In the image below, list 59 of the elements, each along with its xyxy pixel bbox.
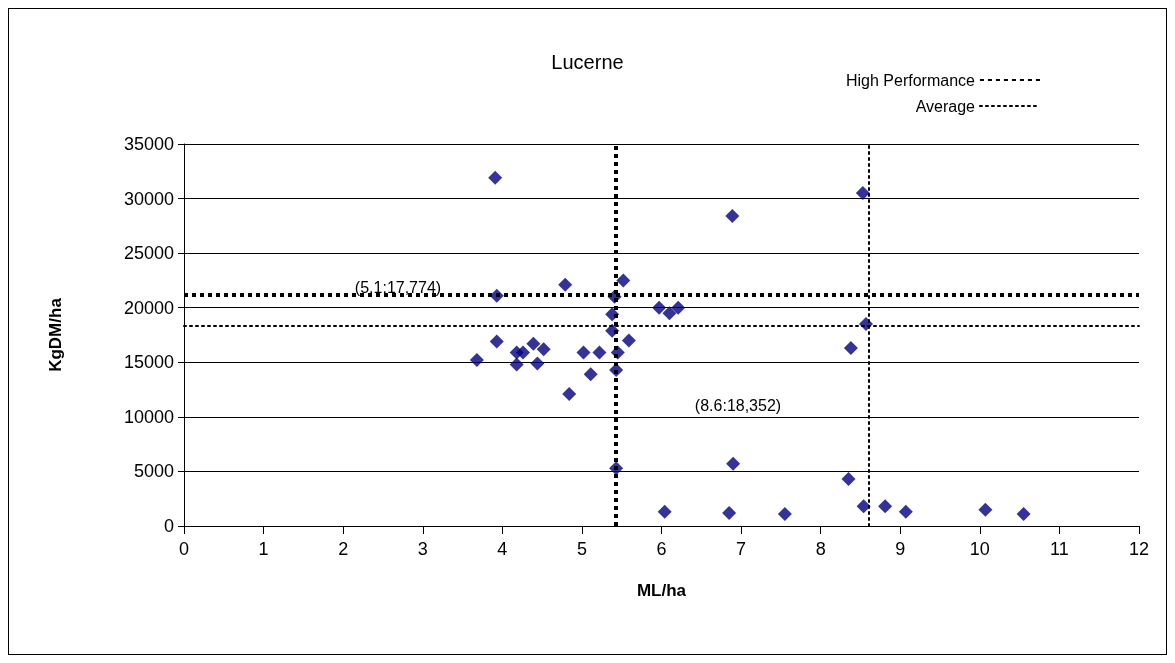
y-tick-label: 20000 <box>123 297 174 318</box>
point <box>855 186 870 201</box>
point <box>576 345 591 360</box>
y-tick-label: 30000 <box>123 188 174 209</box>
y-axis-title: KgDM/ha <box>46 297 65 372</box>
point <box>671 300 686 315</box>
point <box>726 456 741 471</box>
point <box>856 499 871 514</box>
legend-label: High Performance <box>845 71 976 89</box>
y-tick-label: 25000 <box>123 243 174 264</box>
point <box>583 367 598 382</box>
point <box>1016 506 1031 521</box>
chart-title: Lucerne <box>551 51 624 73</box>
point <box>530 356 545 371</box>
x-tick-label: 3 <box>417 539 428 559</box>
x-tick-label: 4 <box>497 539 508 559</box>
annotation: (5.1:17,774) <box>354 278 442 296</box>
y-tick-label: 0 <box>163 516 174 536</box>
y-tick-label: 10000 <box>123 406 174 427</box>
x-axis-title: ML/ha <box>636 581 687 600</box>
point <box>841 472 856 487</box>
x-tick-label: 7 <box>736 539 747 559</box>
legend-label: Average <box>915 97 976 115</box>
point <box>509 357 524 372</box>
x-tick-label: 9 <box>895 539 906 559</box>
x-tick-label: 0 <box>178 539 190 559</box>
point <box>469 353 484 368</box>
annotation: (8.6:18,352) <box>694 396 782 414</box>
y-tick-label: 15000 <box>123 352 174 373</box>
point <box>489 334 504 349</box>
point <box>878 499 893 514</box>
x-tick-label: 10 <box>969 539 990 559</box>
point <box>592 345 607 360</box>
point <box>516 345 531 360</box>
point <box>562 386 577 401</box>
point <box>536 342 551 357</box>
point <box>978 502 993 517</box>
x-tick-label: 11 <box>1050 539 1069 559</box>
x-tick-label: 12 <box>1128 539 1150 559</box>
point <box>652 300 667 315</box>
point <box>558 277 573 292</box>
point <box>898 504 913 519</box>
y-tick-label: 35000 <box>123 134 174 154</box>
x-tick-label: 8 <box>815 539 826 559</box>
y-tick-label: 5000 <box>133 461 174 482</box>
x-tick-label: 1 <box>258 539 269 559</box>
point <box>488 170 503 185</box>
point <box>621 333 636 348</box>
point <box>777 506 792 521</box>
x-tick-label: 6 <box>656 539 667 559</box>
point <box>662 306 677 321</box>
point <box>722 505 737 520</box>
point <box>843 341 858 356</box>
point <box>526 336 541 351</box>
x-tick-label: 5 <box>576 539 587 559</box>
point <box>616 273 631 288</box>
x-tick-label: 2 <box>338 539 349 559</box>
point <box>725 209 740 224</box>
point <box>657 504 672 519</box>
